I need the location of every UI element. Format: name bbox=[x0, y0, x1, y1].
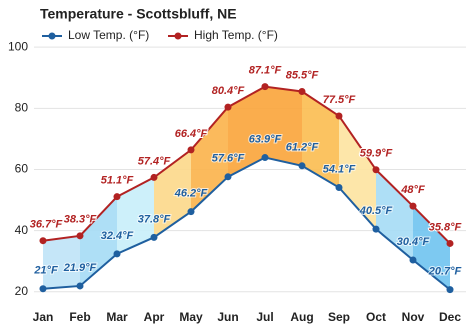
data-label: 80.4°F bbox=[212, 85, 245, 97]
data-label: 48°F bbox=[400, 184, 425, 196]
data-label: 20.7°F bbox=[428, 266, 462, 278]
x-tick-label: Mar bbox=[106, 310, 128, 324]
data-label: 21°F bbox=[33, 265, 58, 277]
y-tick-label: 80 bbox=[15, 100, 29, 114]
data-point bbox=[261, 154, 269, 162]
data-label: 57.6°F bbox=[212, 153, 245, 165]
data-point bbox=[39, 285, 47, 293]
y-tick-label: 100 bbox=[8, 39, 28, 53]
data-label: 63.9°F bbox=[249, 133, 282, 145]
data-point bbox=[372, 166, 380, 174]
data-label: 59.9°F bbox=[360, 148, 393, 160]
range-band bbox=[302, 91, 339, 188]
range-band bbox=[43, 235, 80, 289]
data-point bbox=[150, 233, 158, 241]
data-label: 46.2°F bbox=[174, 188, 208, 200]
data-label: 30.4°F bbox=[397, 236, 430, 248]
data-point bbox=[446, 286, 454, 294]
series-line bbox=[42, 156, 451, 291]
data-label: 57.4°F bbox=[138, 155, 171, 167]
data-point bbox=[113, 193, 121, 201]
x-tick-label: Jan bbox=[33, 310, 54, 324]
data-point bbox=[113, 250, 121, 258]
data-point bbox=[224, 103, 232, 111]
data-point bbox=[446, 239, 454, 247]
y-tick-label: 40 bbox=[15, 223, 29, 237]
data-point bbox=[409, 202, 417, 210]
legend-marker bbox=[174, 32, 182, 40]
x-tick-label: May bbox=[179, 310, 203, 324]
legend-label: High Temp. (°F) bbox=[194, 28, 278, 42]
data-point bbox=[409, 256, 417, 264]
range-band bbox=[376, 169, 413, 260]
x-tick-label: Sep bbox=[328, 310, 350, 324]
data-label: 87.1°F bbox=[249, 65, 282, 77]
data-point bbox=[187, 146, 195, 154]
data-point bbox=[298, 162, 306, 170]
data-point bbox=[224, 173, 232, 181]
data-point bbox=[335, 184, 343, 192]
data-point bbox=[261, 83, 269, 91]
range-band bbox=[339, 115, 376, 230]
range-band bbox=[265, 86, 302, 166]
data-label: 38.3°F bbox=[64, 214, 97, 226]
data-point bbox=[372, 225, 380, 233]
data-label: 37.8°F bbox=[138, 213, 171, 225]
range-band bbox=[228, 86, 265, 177]
x-tick-label: Apr bbox=[144, 310, 165, 324]
series-line bbox=[42, 85, 451, 245]
x-tick-label: Oct bbox=[366, 310, 386, 324]
range-band bbox=[413, 206, 450, 290]
data-point bbox=[76, 232, 84, 240]
data-label: 85.5°F bbox=[286, 69, 319, 81]
x-tick-label: Jun bbox=[217, 310, 238, 324]
data-label: 35.8°F bbox=[429, 221, 462, 233]
data-point bbox=[39, 237, 47, 245]
x-tick-label: Feb bbox=[69, 310, 90, 324]
data-point bbox=[298, 88, 306, 96]
y-tick-label: 20 bbox=[15, 284, 29, 298]
range-band bbox=[80, 196, 117, 286]
data-label: 36.7°F bbox=[30, 219, 63, 231]
data-label: 40.5°F bbox=[359, 205, 393, 217]
y-tick-label: 60 bbox=[15, 162, 29, 176]
data-label: 32.4°F bbox=[101, 230, 134, 242]
range-band bbox=[117, 177, 154, 254]
x-tick-label: Nov bbox=[402, 310, 425, 324]
data-label: 77.5°F bbox=[323, 94, 356, 106]
data-point bbox=[335, 112, 343, 120]
legend-label: Low Temp. (°F) bbox=[68, 28, 149, 42]
data-label: 51.1°F bbox=[101, 175, 134, 187]
data-label: 66.4°F bbox=[175, 128, 208, 140]
data-label: 54.1°F bbox=[323, 163, 356, 175]
chart-title: Temperature - Scottsbluff, NE bbox=[40, 6, 237, 22]
x-tick-label: Dec bbox=[439, 310, 461, 324]
data-point bbox=[76, 282, 84, 290]
data-point bbox=[187, 208, 195, 216]
x-tick-label: Jul bbox=[256, 310, 273, 324]
data-point bbox=[150, 173, 158, 181]
x-tick-label: Aug bbox=[290, 310, 313, 324]
data-label: 61.2°F bbox=[286, 142, 319, 154]
data-label: 21.9°F bbox=[63, 262, 97, 274]
range-band bbox=[191, 107, 228, 212]
legend-marker bbox=[48, 32, 56, 40]
